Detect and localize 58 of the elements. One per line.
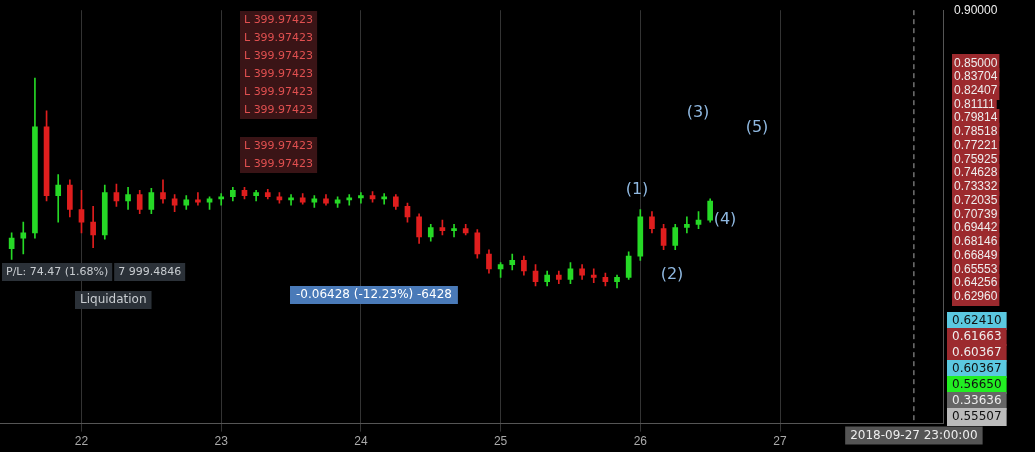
y-tick-label: 0.73332 — [954, 179, 998, 194]
y-tick-label: 0.62960 — [954, 289, 998, 304]
candlestick — [590, 268, 597, 283]
candlestick — [381, 193, 388, 205]
candlestick — [218, 193, 225, 206]
y-tick-label: 0.81111 — [954, 96, 996, 111]
x-tick-label: 27 — [773, 434, 788, 449]
annotation: 7 999.4846 — [118, 264, 182, 278]
y-tick-label: 0.69442 — [954, 220, 998, 235]
x-tick-label: 23 — [214, 434, 229, 449]
y-tick-label: 0.75925 — [954, 151, 998, 166]
annotation: Liquidation — [80, 292, 147, 307]
x-tick-label: 22 — [74, 434, 89, 449]
text: 0.55507 — [952, 409, 1002, 424]
annotation: L 399.97423 — [244, 48, 314, 62]
annotation: L 399.97423 — [244, 30, 314, 44]
annotation: P/L: 74.47 (1.68%) — [6, 264, 109, 278]
y-tick-label: 0.72035 — [954, 192, 998, 207]
text: 0.60367 — [952, 345, 1002, 360]
annotation: (4) — [713, 209, 737, 229]
y-tick-label: 0.68146 — [954, 234, 998, 249]
annotation: -0.06428 (-12.23%) -6428 — [296, 287, 452, 302]
text: 0.62410 — [952, 313, 1002, 328]
annotation: L 399.97423 — [244, 66, 314, 80]
text: 0.61663 — [952, 329, 1002, 344]
text: 0.33636 — [952, 393, 1002, 408]
x-tick-label: 25 — [493, 434, 508, 449]
annotation: (3) — [686, 102, 710, 122]
candlestick — [346, 194, 353, 206]
annotation: L 399.97423 — [244, 84, 314, 98]
annotation: (5) — [745, 117, 769, 137]
annotation: (1) — [625, 179, 649, 199]
annotation: L 399.97423 — [244, 138, 314, 152]
y-tick-label: 0.77221 — [954, 137, 998, 152]
x-tick-label: 26 — [633, 434, 648, 449]
annotation: L 399.97423 — [244, 12, 314, 26]
y-tick-label: 0.85000 — [954, 55, 998, 70]
candlestick — [55, 174, 62, 223]
annotation: L 399.97423 — [244, 102, 314, 116]
y-tick-label: 0.70739 — [954, 206, 998, 221]
y-tick-label: 0.78518 — [954, 124, 998, 139]
y-tick-label: 0.79814 — [954, 110, 998, 125]
y-tick-label: 0.82407 — [954, 83, 998, 97]
y-tick-label: 0.83704 — [954, 69, 998, 84]
x-tick-label: 24 — [354, 434, 368, 449]
annotation: L 399.97423 — [244, 156, 314, 170]
y-tick-label: 0.90000 — [954, 2, 998, 17]
candlestick — [20, 221, 27, 255]
text: 0.60367 — [952, 361, 1002, 376]
y-tick-label: 0.74628 — [954, 165, 998, 180]
text: 0.56650 — [952, 377, 1002, 392]
y-tick-label: 0.65553 — [954, 261, 998, 276]
candlestick — [451, 223, 457, 238]
annotation: (2) — [660, 264, 684, 284]
ref-line-label: 2018-09-27 23:00:00 — [850, 427, 978, 442]
candlestick — [288, 194, 294, 206]
y-tick-label: 0.64256 — [954, 275, 998, 290]
y-tick-label: 0.66849 — [954, 247, 998, 262]
